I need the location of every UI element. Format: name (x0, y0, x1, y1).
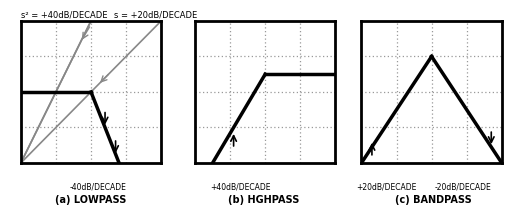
Text: +20dB/DECADE: +20dB/DECADE (356, 183, 416, 192)
Text: (b) HGHPASS: (b) HGHPASS (228, 195, 300, 205)
Text: (c) BANDPASS: (c) BANDPASS (395, 195, 472, 205)
Text: -20dB/DECADE: -20dB/DECADE (435, 183, 491, 192)
Text: (a) LOWPASS: (a) LOWPASS (55, 195, 127, 205)
Text: +40dB/DECADE: +40dB/DECADE (211, 183, 271, 192)
Text: -40dB/DECADE: -40dB/DECADE (70, 183, 126, 192)
Text: s² = +40dB/DECADE: s² = +40dB/DECADE (21, 10, 107, 19)
Text: s = +20dB/DECADE: s = +20dB/DECADE (114, 10, 198, 19)
